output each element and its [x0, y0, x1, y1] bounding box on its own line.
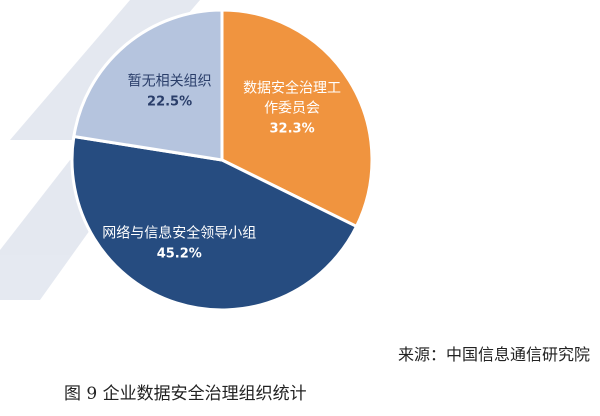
slice-value-1: 32.3% — [270, 121, 315, 136]
figure-caption: 图 9 企业数据安全治理组织统计 — [64, 384, 307, 404]
pie-slice-3 — [72, 8, 224, 162]
pie-slices — [70, 8, 374, 312]
source-note: 来源：中国信息通信研究院 — [397, 345, 590, 364]
slice-label-2: 网络与信息安全领导小组 — [102, 224, 256, 241]
slice-label-3: 暂无相关组织 — [128, 73, 212, 89]
pie-slice-2 — [70, 134, 359, 312]
slice-label-1: 数据安全治理工 — [243, 79, 341, 96]
slice-label-1: 作委员会 — [264, 100, 320, 116]
pie-slice-1 — [220, 8, 374, 229]
slice-value-2: 45.2% — [157, 246, 202, 261]
slice-value-3: 22.5% — [147, 94, 192, 109]
